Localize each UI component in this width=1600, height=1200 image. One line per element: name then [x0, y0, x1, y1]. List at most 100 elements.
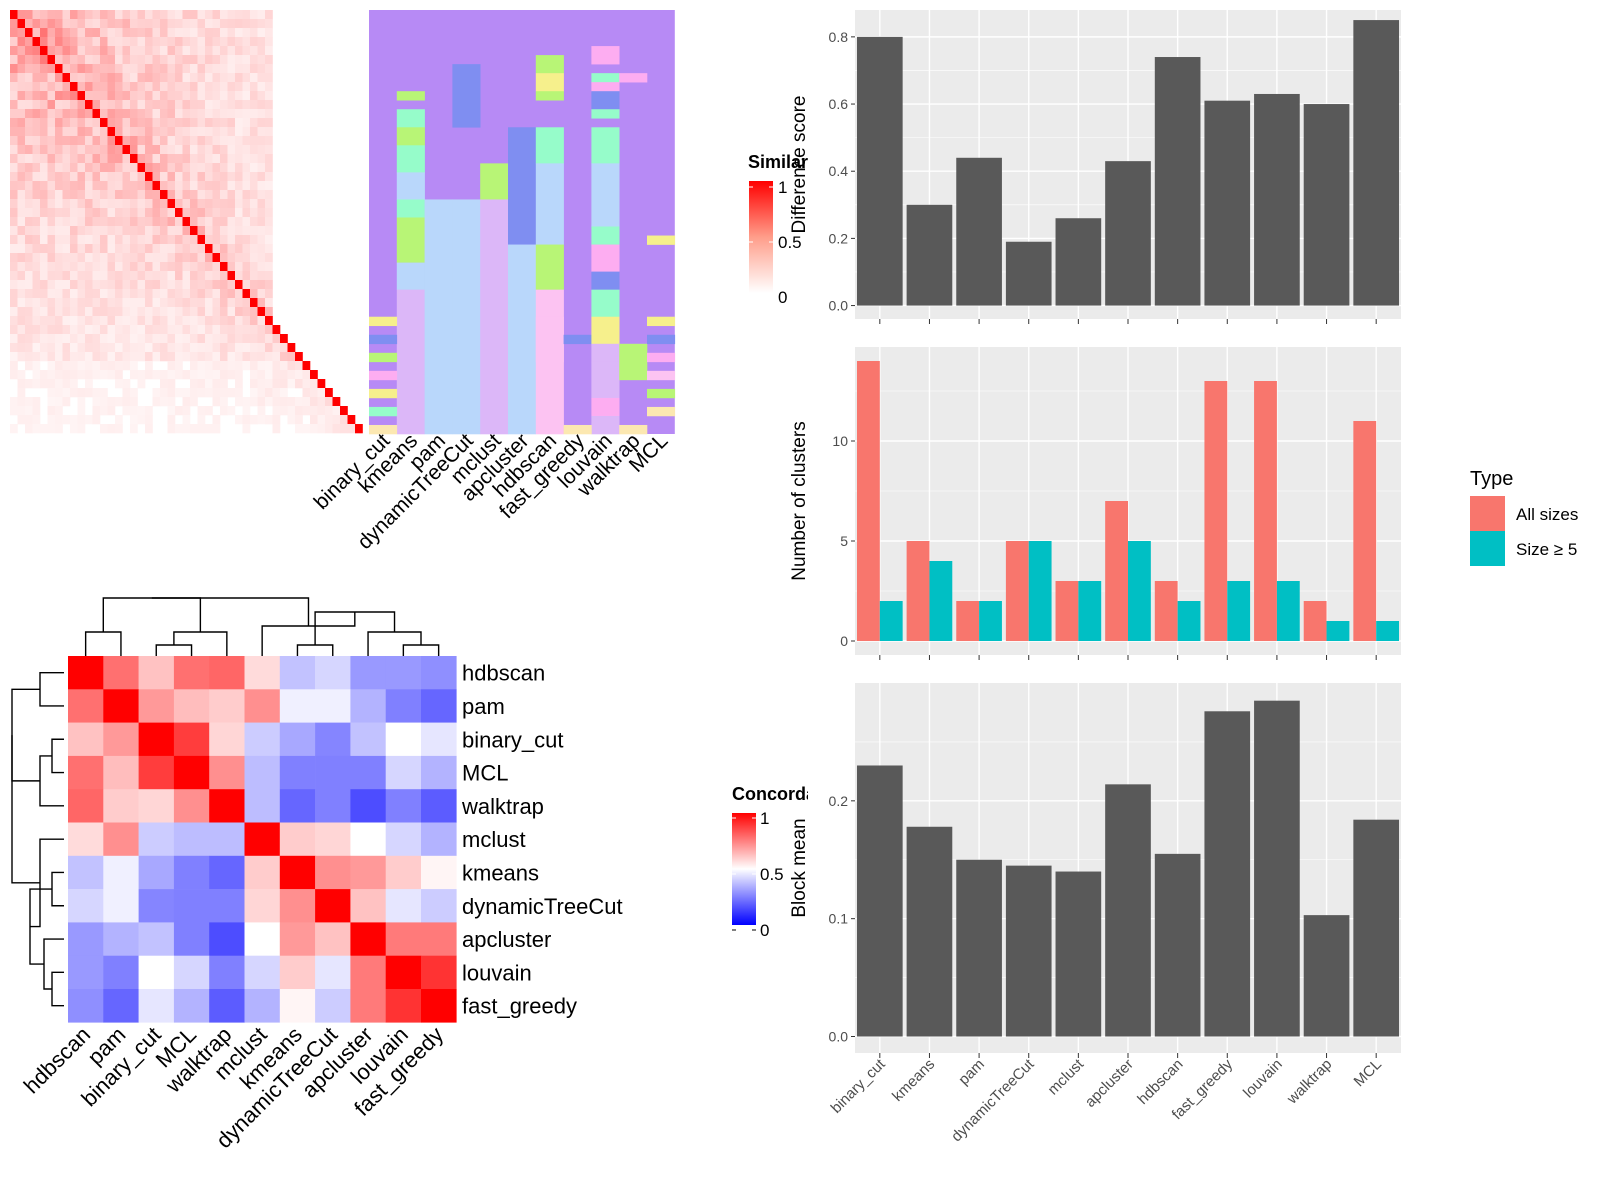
similarity-cell	[92, 388, 101, 398]
similarity-cell	[70, 82, 78, 92]
similarity-cell	[77, 10, 86, 20]
similarity-cell	[55, 118, 63, 128]
similarity-cell	[227, 136, 236, 146]
concordance-cell	[138, 955, 175, 990]
similarity-cell	[160, 199, 168, 209]
similarity-cell	[265, 10, 273, 20]
similarity-cell	[250, 37, 258, 47]
similarity-cell	[130, 91, 138, 101]
similarity-cell	[40, 163, 48, 173]
similarity-cell	[107, 406, 116, 416]
assignment-stripe	[369, 316, 398, 327]
similarity-cell	[107, 262, 116, 272]
similarity-cell	[145, 37, 153, 47]
similarity-cell	[62, 37, 71, 47]
concordance-cell	[350, 689, 386, 723]
similarity-cell	[160, 127, 168, 137]
similarity-cell	[190, 91, 198, 101]
similarity-cell	[47, 352, 56, 362]
similarity-cell	[265, 82, 273, 92]
similarity-cell	[137, 244, 146, 254]
concordance-cell	[279, 922, 316, 956]
similarity-cell	[107, 217, 116, 227]
similarity-cell	[47, 55, 56, 65]
similarity-cell	[197, 253, 206, 263]
concordance-cell	[68, 722, 104, 757]
similarity-cell	[160, 217, 168, 227]
bar	[1254, 93, 1300, 306]
similarity-cell	[17, 145, 26, 155]
similarity-cell	[55, 163, 63, 173]
similarity-cell	[137, 253, 146, 263]
similarity-cell	[160, 334, 168, 344]
similarity-cell	[295, 415, 303, 425]
similarity-cell	[160, 190, 168, 200]
similarity-cell	[205, 109, 213, 119]
similarity-cell	[77, 127, 86, 137]
similarity-cell	[92, 253, 101, 263]
concordance-cell	[103, 722, 139, 757]
similarity-cell	[77, 19, 86, 29]
similarity-cell	[205, 82, 213, 92]
similarity-cell	[10, 55, 18, 65]
similarity-cell	[242, 397, 251, 407]
similarity-cell	[107, 19, 116, 29]
similarity-cell	[220, 127, 228, 137]
similarity-cell	[325, 415, 333, 425]
similarity-cell	[10, 100, 18, 110]
similarity-cell	[130, 235, 138, 245]
similarity-cell	[212, 280, 221, 290]
similarity-cell	[55, 316, 63, 326]
assignment-block	[591, 127, 620, 164]
similarity-cell	[197, 271, 206, 281]
similarity-cell	[85, 253, 93, 263]
assignment-block	[591, 343, 620, 363]
similarity-cell	[70, 388, 78, 398]
similarity-cell	[70, 280, 78, 290]
bar	[856, 36, 903, 306]
similarity-cell	[265, 271, 273, 281]
similarity-cell	[40, 244, 48, 254]
assignment-block	[480, 163, 509, 200]
similarity-cell	[32, 244, 41, 254]
similarity-cell	[235, 289, 243, 299]
similarity-cell	[107, 28, 116, 38]
similarity-cell	[25, 352, 33, 362]
similarity-cell	[55, 136, 63, 146]
similarity-cell	[227, 172, 236, 182]
similarity-cell	[55, 424, 63, 434]
similarity-cell	[227, 244, 236, 254]
similarity-cell	[55, 82, 63, 92]
similarity-cell	[32, 397, 41, 407]
similarity-cell	[257, 226, 266, 236]
similarity-cell	[130, 316, 138, 326]
similarity-cell	[47, 154, 56, 164]
similarity-cell	[167, 46, 176, 56]
similarity-cell	[242, 235, 251, 245]
similarity-cell	[130, 325, 138, 335]
similarity-cell	[160, 37, 168, 47]
similarity-cell	[107, 37, 116, 47]
similarity-cell	[197, 262, 206, 272]
concordance-cell	[209, 755, 245, 790]
similarity-cell	[130, 415, 138, 425]
similarity-cell	[152, 397, 161, 407]
concordance-cell	[103, 656, 139, 690]
similarity-cell	[70, 298, 78, 308]
similarity-cell	[205, 271, 213, 281]
x-tick-label: louvain	[1240, 1056, 1286, 1102]
similarity-cell	[190, 316, 198, 326]
similarity-cell	[205, 361, 213, 371]
similarity-cell	[137, 271, 146, 281]
similarity-cell	[55, 262, 63, 272]
concordance-cell	[315, 822, 351, 857]
similarity-cell	[242, 325, 251, 335]
similarity-cell	[25, 118, 33, 128]
similarity-cell	[235, 64, 243, 74]
concordance-cell	[315, 722, 351, 757]
similarity-cell	[235, 307, 243, 317]
similarity-cell	[220, 37, 228, 47]
similarity-cell	[205, 298, 213, 308]
similarity-cell	[17, 280, 26, 290]
bar-size5	[1276, 581, 1300, 641]
